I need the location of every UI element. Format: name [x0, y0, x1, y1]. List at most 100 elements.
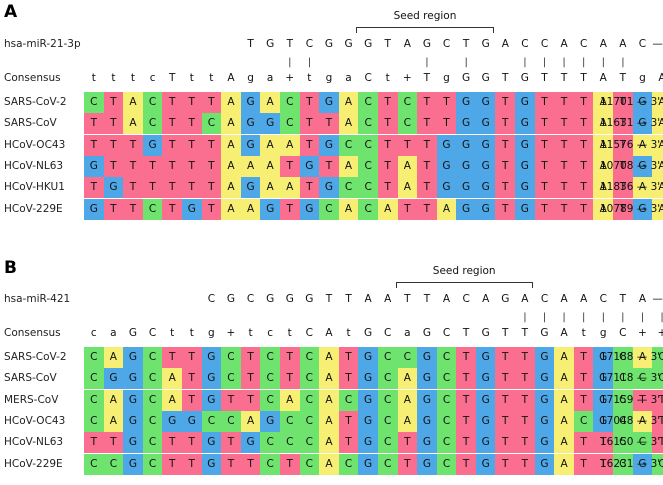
mirna-cell-5: G: [305, 293, 314, 305]
mirna-cell-13: C: [462, 293, 470, 305]
panel-letter-b: B: [4, 258, 17, 278]
virus-sequence: CAGCATGTTCACACGCAGCTGTTGATGCTTT: [84, 389, 663, 411]
consensus-cell-29: +: [657, 327, 663, 339]
seq-cell-29: C: [652, 368, 663, 390]
seq-cell-25: T: [573, 177, 594, 199]
seq-cell-17: G: [417, 368, 437, 390]
seq-cell-23: G: [534, 432, 555, 454]
seq-cell-16: C: [397, 347, 418, 368]
seq-cell-16: A: [397, 368, 418, 390]
seq-cell-8: G: [240, 92, 261, 113]
seq-cell-5: T: [181, 92, 202, 113]
pairing-cell-17: |: [542, 312, 547, 323]
seq-cell-6: C: [201, 410, 222, 432]
seq-cell-24: A: [554, 453, 574, 475]
seq-cell-5: G: [181, 198, 202, 220]
mirna-cell-3: G: [266, 293, 275, 305]
seq-cell-5: T: [181, 368, 202, 390]
virus-name-label: HCoV-OC43: [4, 414, 66, 427]
seq-cell-2: T: [123, 134, 143, 156]
mirna-cell-14: C: [521, 38, 529, 50]
seq-cell-28: G: [632, 113, 653, 135]
seq-cell-26: A: [593, 198, 614, 220]
seq-cell-20: G: [475, 113, 496, 135]
seq-cell-3: C: [142, 368, 163, 390]
seq-cell-18: G: [436, 155, 457, 177]
virus-sequence: CCGCTTGTTCTCACGCTGCTGTTGATTCGCT: [84, 453, 663, 475]
seq-cell-11: T: [299, 113, 320, 135]
seq-cell-11: C: [299, 410, 320, 432]
seq-cell-20: G: [475, 389, 496, 411]
seq-cell-16: C: [397, 113, 418, 135]
table-row: HCoV-NL63TTGCTTGTGCCCATGCTGCTGTTGATTCCTT…: [0, 432, 663, 454]
seq-cell-1: G: [103, 368, 124, 390]
seq-cell-1: T: [103, 92, 124, 113]
seq-cell-27: T: [613, 177, 633, 199]
seq-cell-17: G: [417, 410, 437, 432]
consensus-cell-8: g: [247, 72, 254, 84]
seq-cell-3: C: [142, 432, 163, 454]
seq-cell-4: T: [162, 134, 182, 156]
mirna-cell-16: A: [560, 38, 568, 50]
virus-name-label: HCoV-NL63: [4, 436, 64, 449]
seq-cell-2: G: [123, 453, 143, 475]
mirna-name-label: hsa-miR-421: [4, 293, 71, 305]
seq-cell-9: G: [260, 113, 280, 135]
seq-cell-4: T: [162, 347, 182, 368]
table-row: SARS-CoV-2 C T A C T T T A G A C T G A C T C T T G G T G T T T A T G A…: [0, 92, 663, 113]
seq-cell-2: G: [123, 410, 143, 432]
seq-cell-9: A: [260, 92, 280, 113]
seq-cell-10: A: [279, 134, 300, 156]
mirna-cell-22: A: [638, 293, 647, 305]
seq-cell-10: T: [279, 198, 300, 220]
virus-name-label: SARS-CoV-2: [4, 351, 67, 363]
seq-cell-19: T: [456, 347, 476, 368]
virus-sequence: CAGCTTGCTCTCATGCCGCTGTTGATGCACT: [84, 347, 663, 368]
seq-cell-1: T: [103, 113, 124, 135]
seq-cell-15: T: [377, 177, 398, 199]
seq-cell-0: T: [84, 134, 104, 156]
seq-cell-21: T: [495, 453, 516, 475]
seq-cell-27: T: [613, 113, 633, 135]
seq-cell-14: G: [358, 432, 378, 454]
seq-cell-24: A: [554, 347, 574, 368]
base-pairing-ticks: |||||||||: [202, 311, 663, 326]
seq-cell-2: T: [123, 198, 143, 220]
consensus-cell-4: T: [168, 72, 176, 84]
mirna-cell-21: T: [619, 293, 627, 305]
seq-cell-25: T: [573, 368, 594, 390]
seq-cell-17: T: [417, 134, 437, 156]
seq-cell-20: G: [475, 453, 496, 475]
consensus-cell-0: t: [91, 72, 96, 84]
consensus-cell-22: T: [521, 327, 529, 339]
seq-cell-17: T: [417, 198, 437, 220]
mirna-cell-8: A: [403, 38, 411, 50]
consensus-cell-24: T: [560, 72, 568, 84]
seq-cell-14: G: [358, 453, 378, 475]
seq-cell-22: T: [515, 389, 535, 411]
consensus-cell-2: t: [130, 72, 136, 84]
seq-cell-15: T: [377, 155, 398, 177]
pairing-cell-21: |: [621, 312, 625, 323]
seq-cell-24: A: [554, 432, 574, 454]
seq-cell-13: C: [338, 453, 359, 475]
seq-cell-19: T: [456, 432, 476, 454]
seq-cell-27: T: [613, 155, 633, 177]
seq-cell-16: T: [397, 453, 418, 475]
pairing-cell-3: |: [307, 57, 312, 68]
seq-cell-26: A: [593, 134, 614, 156]
consensus-cell-6: g: [208, 327, 215, 339]
seq-cell-7: A: [221, 177, 241, 199]
seq-cell-18: A: [436, 198, 457, 220]
seq-cell-12: G: [319, 92, 339, 113]
mirna-cell-14: A: [482, 293, 490, 305]
seq-cell-14: C: [358, 92, 378, 113]
seq-cell-8: A: [240, 198, 261, 220]
seq-cell-1: T: [103, 432, 124, 454]
seq-cell-1: C: [103, 453, 124, 475]
consensus-cell-5: t: [189, 72, 194, 84]
seq-cell-12: G: [319, 134, 339, 156]
seq-cell-0: C: [84, 347, 104, 368]
